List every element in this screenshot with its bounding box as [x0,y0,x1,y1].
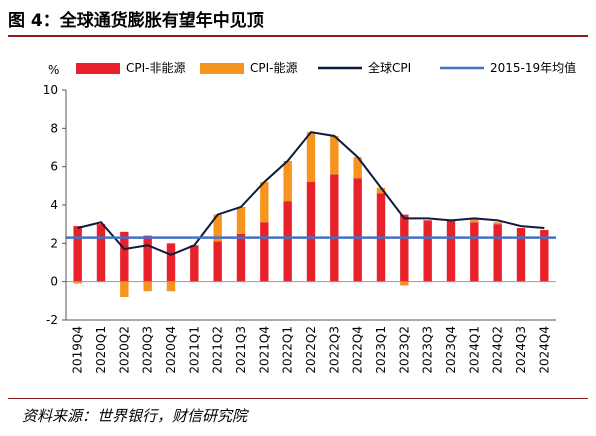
x-tick-label: 2023Q3 [421,326,435,374]
bar-non-energy-2020Q3 [143,235,152,282]
bar-non-energy-2021Q3 [236,233,246,282]
y-tick-label: 2 [50,236,58,250]
x-tick-label: 2023Q1 [374,326,388,374]
y-tick-label: -2 [46,313,58,327]
bar-non-energy-2023Q2 [400,214,409,282]
bar-energy-2021Q3 [236,206,246,234]
bar-energy-2024Q2 [493,222,502,225]
x-tick-label: 2020Q2 [117,326,131,374]
x-tick-label: 2020Q4 [164,326,178,374]
x-tick-label: 2021Q3 [234,326,248,374]
figure-title: 图 4：全球通货膨胀有望年中见顶 [8,11,264,31]
bar-non-energy-2021Q4 [260,222,269,282]
global-cpi-line [77,131,545,256]
y-tick-label: 10 [43,83,58,97]
bar-non-energy-2021Q2 [213,241,222,282]
legend-swatch [200,63,244,74]
legend-label: CPI-非能源 [126,61,186,75]
source-rule [8,398,588,399]
bar-non-energy-2024Q2 [493,224,502,282]
axes [62,89,556,321]
x-tick-label: 2019Q4 [71,326,85,374]
bar-energy-2020Q4 [166,281,176,292]
x-tick-label: 2024Q1 [467,326,481,374]
legend-label: 全球CPI [368,60,411,75]
bar-non-energy-2024Q1 [470,222,479,282]
bar-non-energy-2020Q4 [166,243,176,282]
bar-energy-2019Q4 [73,281,82,284]
x-tick-label: 2022Q4 [351,326,365,374]
x-tick-label: 2021Q4 [257,326,271,374]
bar-non-energy-2019Q4 [73,226,82,282]
legend-swatch [76,63,120,74]
x-tick-label: 2022Q2 [304,326,318,374]
y-tick-label: 0 [50,275,58,289]
bar-non-energy-2022Q2 [306,182,316,282]
x-tick-label: 2024Q3 [514,326,528,374]
bar-energy-2020Q3 [143,281,152,292]
bar-energy-2021Q4 [260,182,269,223]
bars [73,132,549,297]
y-tick-label: 6 [50,160,58,174]
x-tick-label: 2023Q4 [444,326,458,374]
bar-energy-2022Q4 [353,157,362,179]
bar-energy-2023Q2 [400,281,409,286]
legend-label: CPI-能源 [250,61,298,75]
chart: CPI-非能源 CPI-能源 全球CPI 2015-19年均值 % -2 0 2 4 6 8 10… [43,60,576,374]
bar-non-energy-2020Q1 [96,224,106,282]
title-rule [8,35,588,37]
x-tick-label: 2024Q2 [491,326,505,374]
x-axis-ticks: 2019Q4 2020Q1 2020Q2 2020Q3 2020Q4 2021Q1 2021… [71,326,552,374]
bar-non-energy-2024Q3 [516,228,526,282]
bar-non-energy-2022Q3 [330,174,339,282]
x-tick-label: 2023Q2 [397,326,411,374]
bar-energy-2020Q2 [120,281,129,297]
y-tick-label: 4 [50,198,58,212]
bar-non-energy-2020Q2 [120,231,129,282]
x-tick-label: 2024Q4 [537,326,551,374]
bar-non-energy-2022Q1 [283,201,292,282]
legend: CPI-非能源 CPI-能源 全球CPI 2015-19年均值 [76,60,576,75]
x-tick-label: 2021Q2 [211,326,225,374]
source-note: 资料来源：世界银行，财信研究院 [22,407,248,425]
y-axis-ticks: -2 0 2 4 6 8 10 [43,83,58,327]
bar-non-energy-2021Q1 [190,245,199,282]
bar-energy-2022Q1 [283,160,292,202]
x-tick-label: 2020Q1 [94,326,108,374]
y-unit-label: % [48,63,59,77]
bar-non-energy-2024Q4 [540,229,549,282]
bar-energy-2024Q1 [470,218,479,223]
legend-label: 2015-19年均值 [490,60,576,75]
bar-non-energy-2023Q4 [446,220,456,282]
x-tick-label: 2022Q3 [327,326,341,374]
bar-energy-2023Q1 [376,187,386,194]
bar-energy-2021Q2 [213,214,222,242]
bar-non-energy-2023Q3 [423,220,432,282]
bar-energy-2022Q2 [306,132,316,182]
x-tick-label: 2020Q3 [141,326,155,374]
x-tick-label: 2022Q1 [281,326,295,374]
x-tick-label: 2021Q1 [187,326,201,374]
bar-energy-2022Q3 [330,136,339,175]
y-tick-label: 8 [50,121,58,135]
bar-non-energy-2022Q4 [353,178,362,282]
lines [66,131,556,256]
